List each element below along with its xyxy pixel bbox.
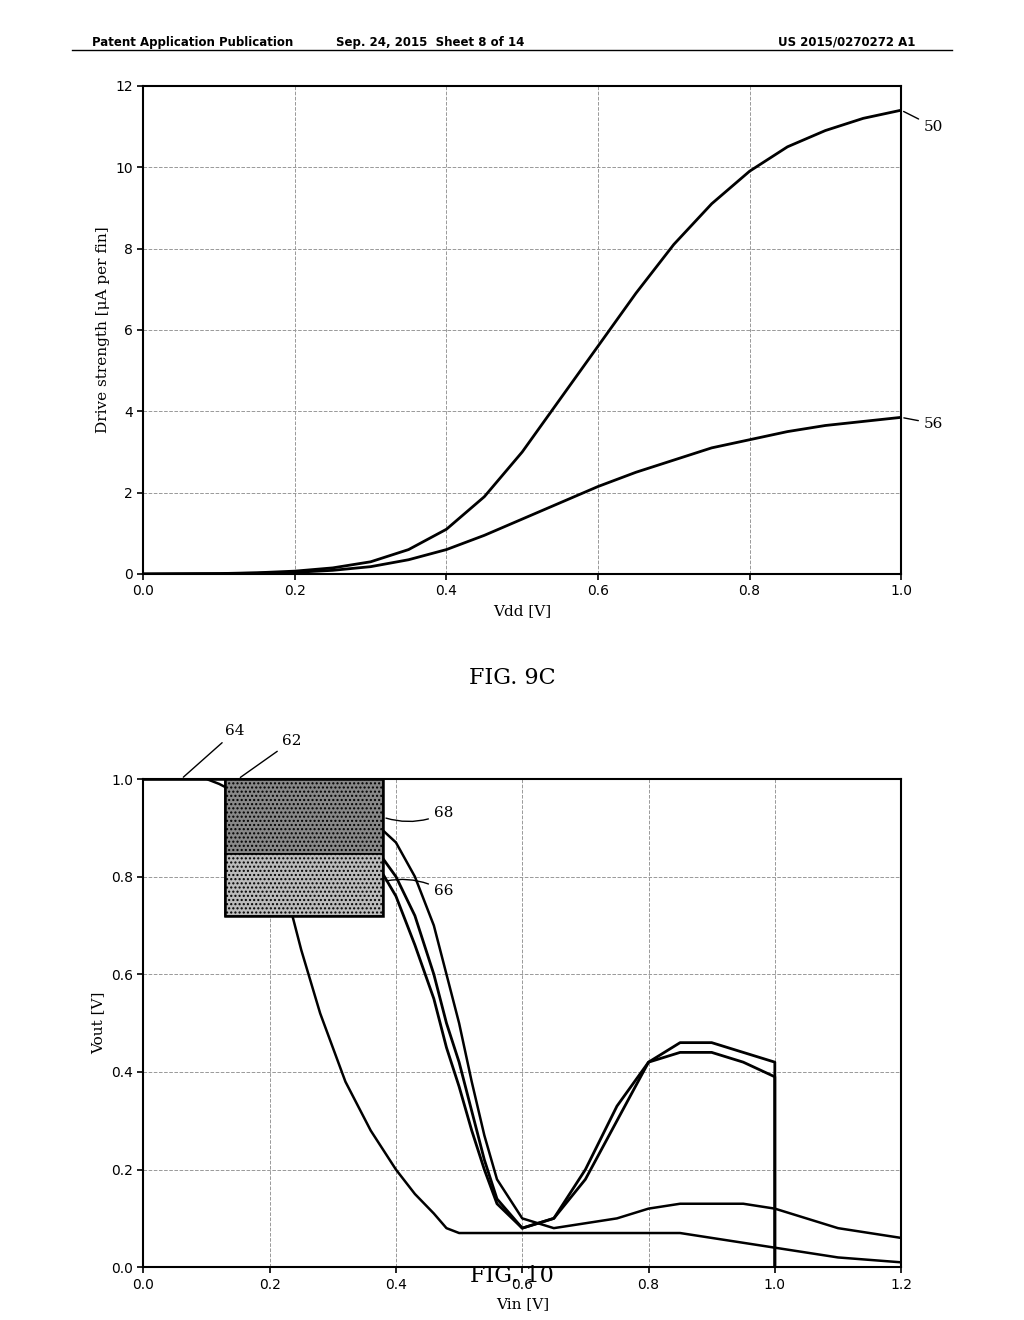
Text: FIG. 10: FIG. 10	[470, 1265, 554, 1287]
Text: 64: 64	[183, 725, 245, 777]
Text: FIG. 9C: FIG. 9C	[469, 667, 555, 689]
X-axis label: Vdd [V]: Vdd [V]	[494, 605, 551, 618]
Text: Patent Application Publication: Patent Application Publication	[92, 36, 294, 49]
Bar	[225, 779, 383, 854]
X-axis label: Vin [V]: Vin [V]	[496, 1298, 549, 1311]
Y-axis label: Vout [V]: Vout [V]	[91, 991, 105, 1055]
Text: 62: 62	[241, 734, 302, 777]
Bar	[225, 779, 383, 916]
Text: 66: 66	[386, 879, 454, 898]
Text: 68: 68	[386, 807, 454, 821]
Bar	[225, 854, 383, 916]
Text: US 2015/0270272 A1: US 2015/0270272 A1	[778, 36, 915, 49]
Text: 50: 50	[903, 111, 943, 133]
Y-axis label: Drive strength [μA per fin]: Drive strength [μA per fin]	[96, 227, 110, 433]
Text: Sep. 24, 2015  Sheet 8 of 14: Sep. 24, 2015 Sheet 8 of 14	[336, 36, 524, 49]
Text: 56: 56	[904, 417, 943, 430]
